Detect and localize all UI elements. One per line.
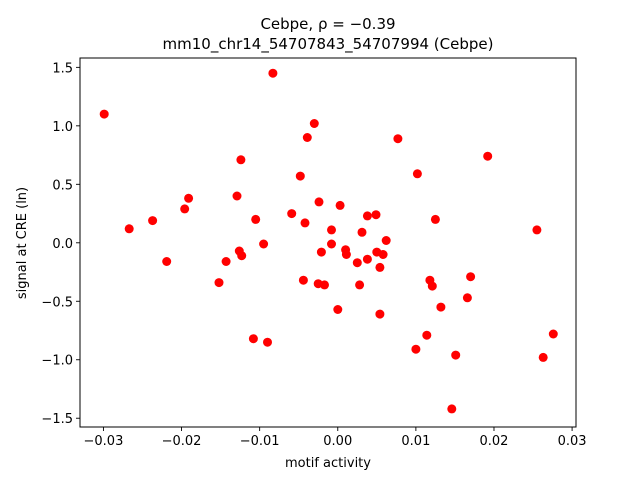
- data-point: [483, 151, 493, 161]
- data-points: [99, 68, 558, 414]
- y-tick-label: 1.5: [52, 61, 73, 76]
- data-point: [335, 200, 345, 210]
- data-point: [263, 337, 272, 347]
- data-point: [268, 68, 278, 78]
- data-point: [548, 329, 558, 339]
- data-point: [232, 191, 242, 201]
- title-name: Cebpe, ρ = −0.39: [260, 15, 395, 33]
- data-point: [532, 225, 542, 235]
- data-point: [422, 330, 432, 340]
- x-tick-label: 0.02: [480, 434, 509, 449]
- data-point: [393, 134, 403, 144]
- y-axis-label: signal at CRE (ln): [15, 187, 30, 299]
- x-axis-ticks: −0.03 −0.02 −0.01 0.00 0.01 0.02 0.03: [84, 427, 587, 449]
- data-point: [352, 258, 362, 268]
- x-tick-label: −0.01: [240, 434, 280, 449]
- data-point: [538, 352, 548, 362]
- y-tick-label: 0.0: [52, 237, 73, 252]
- data-point: [430, 214, 440, 224]
- data-point: [333, 305, 343, 314]
- data-point: [302, 133, 312, 142]
- data-point: [214, 278, 224, 288]
- data-point: [327, 239, 336, 249]
- data-point: [427, 281, 437, 291]
- data-point: [371, 210, 381, 220]
- data-point: [341, 250, 351, 259]
- data-point: [148, 216, 158, 226]
- data-point: [162, 257, 172, 266]
- data-point: [180, 204, 190, 214]
- data-point: [436, 302, 446, 312]
- data-point: [99, 109, 109, 119]
- data-point: [300, 218, 310, 228]
- y-tick-label: −1.0: [41, 354, 73, 369]
- data-point: [295, 171, 305, 181]
- data-point: [412, 169, 422, 179]
- data-point: [362, 211, 372, 221]
- y-tick-label: 1.0: [52, 120, 73, 135]
- x-tick-label: 0.00: [323, 434, 352, 449]
- x-tick-label: −0.03: [84, 434, 124, 449]
- data-point: [184, 193, 194, 203]
- x-axis-label: motif activity: [285, 456, 371, 471]
- data-point: [327, 225, 336, 235]
- data-point: [462, 293, 472, 303]
- data-point: [447, 404, 457, 414]
- data-point: [320, 280, 329, 290]
- data-point: [411, 344, 421, 354]
- y-tick-label: −0.5: [41, 295, 73, 310]
- y-tick-label: 0.5: [52, 178, 73, 193]
- data-point: [375, 262, 385, 272]
- data-point: [378, 250, 388, 259]
- data-point: [248, 334, 258, 344]
- data-point: [375, 309, 385, 319]
- data-point: [298, 275, 308, 285]
- data-point: [287, 209, 297, 219]
- chart-title-line2: mm10_chr14_54707843_54707994 (Cebpe): [163, 35, 494, 54]
- y-axis-ticks: −1.5 −1.0 −0.5 0.0 0.5 1.0 1.5: [41, 61, 80, 427]
- data-point: [251, 214, 261, 224]
- data-point: [381, 236, 391, 245]
- data-point: [309, 119, 319, 128]
- x-tick-label: 0.01: [401, 434, 430, 449]
- data-point: [355, 280, 365, 290]
- data-point: [316, 247, 326, 257]
- data-point: [236, 155, 246, 165]
- y-tick-label: −1.5: [41, 412, 73, 427]
- data-point: [451, 350, 461, 360]
- chart-title-line1: Cebpe, ρ = −0.39: [260, 15, 395, 33]
- data-point: [237, 251, 247, 261]
- data-point: [466, 272, 476, 282]
- data-point: [124, 224, 134, 234]
- x-tick-label: −0.02: [162, 434, 202, 449]
- data-point: [314, 197, 324, 207]
- x-tick-label: 0.03: [558, 434, 587, 449]
- data-point: [362, 254, 372, 264]
- data-point: [221, 257, 231, 266]
- data-point: [357, 227, 367, 237]
- data-point: [259, 239, 269, 249]
